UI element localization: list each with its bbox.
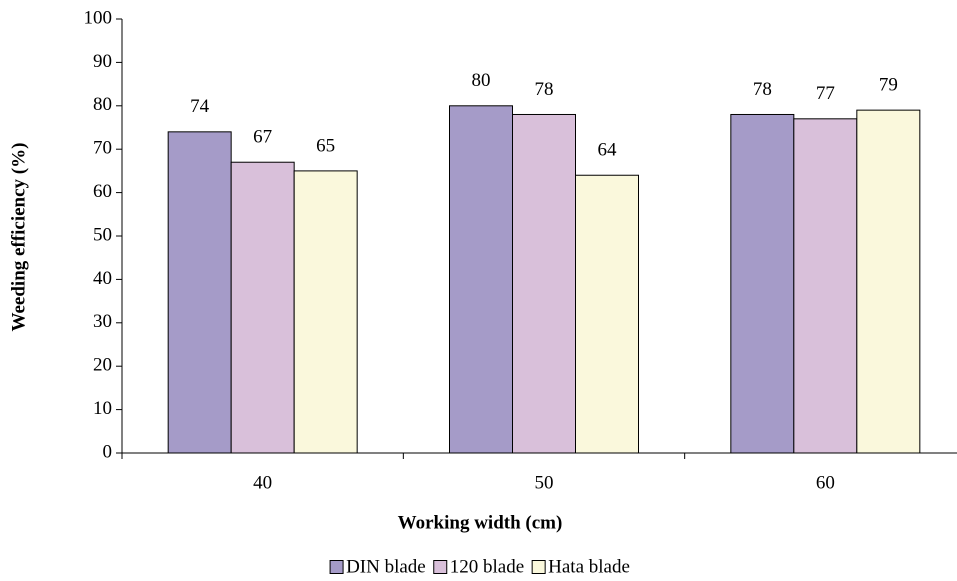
- bar: [730, 113, 795, 454]
- bar: [856, 109, 921, 454]
- bar: [449, 105, 513, 454]
- bar: [293, 170, 358, 454]
- data-label: 74: [190, 96, 210, 117]
- legend-item: 120 blade: [433, 556, 524, 577]
- legend-label: 120 blade: [450, 556, 524, 577]
- y-ticks-group: 0 10 20 30 40 50 60 70 80 90 100: [84, 7, 122, 462]
- legend-swatch: [433, 560, 448, 574]
- legend-item: Hata blade: [531, 556, 630, 577]
- y-tick-label: 20: [93, 355, 112, 376]
- legend-swatch: [329, 560, 344, 574]
- y-tick-label: 40: [93, 268, 112, 289]
- x-tick-label: 50: [535, 472, 554, 493]
- x-tick-label: 40: [253, 472, 272, 493]
- x-tick-label: 60: [816, 472, 835, 493]
- y-tick-label: 60: [93, 181, 112, 202]
- bar: [167, 131, 232, 454]
- y-tick-label: 10: [93, 398, 112, 419]
- y-tick-label: 0: [103, 441, 113, 462]
- data-label: 78: [535, 79, 554, 100]
- x-axis-title: Working width (cm): [398, 512, 563, 533]
- data-label: 77: [816, 83, 835, 104]
- legend-swatch: [531, 560, 546, 574]
- x-ticks-group: 40 50 60: [121, 453, 835, 493]
- legend-item: DIN blade: [329, 556, 426, 577]
- y-tick-label: 80: [93, 94, 112, 115]
- data-label: 65: [316, 135, 335, 156]
- bar: [793, 118, 858, 454]
- bar: [512, 113, 576, 454]
- bars-group: [167, 105, 921, 454]
- data-label: 64: [598, 140, 618, 161]
- data-label: 80: [472, 70, 491, 91]
- data-label: 78: [753, 79, 772, 100]
- bar: [575, 174, 639, 454]
- y-tick-label: 70: [93, 138, 112, 159]
- legend: DIN blade 120 blade Hata blade: [329, 556, 630, 577]
- data-label: 67: [253, 127, 272, 148]
- data-label: 79: [879, 74, 898, 95]
- data-labels-group: 74 67 65 80 78 64 78 77 79: [190, 70, 898, 160]
- bar: [230, 161, 295, 454]
- legend-label: DIN blade: [346, 556, 426, 577]
- legend-label: Hata blade: [548, 556, 630, 577]
- y-tick-label: 100: [84, 7, 113, 28]
- y-axis-title: Weeding efficiency (%): [8, 143, 29, 332]
- y-tick-label: 90: [93, 51, 112, 72]
- y-tick-label: 30: [93, 311, 112, 332]
- y-tick-label: 50: [93, 224, 112, 245]
